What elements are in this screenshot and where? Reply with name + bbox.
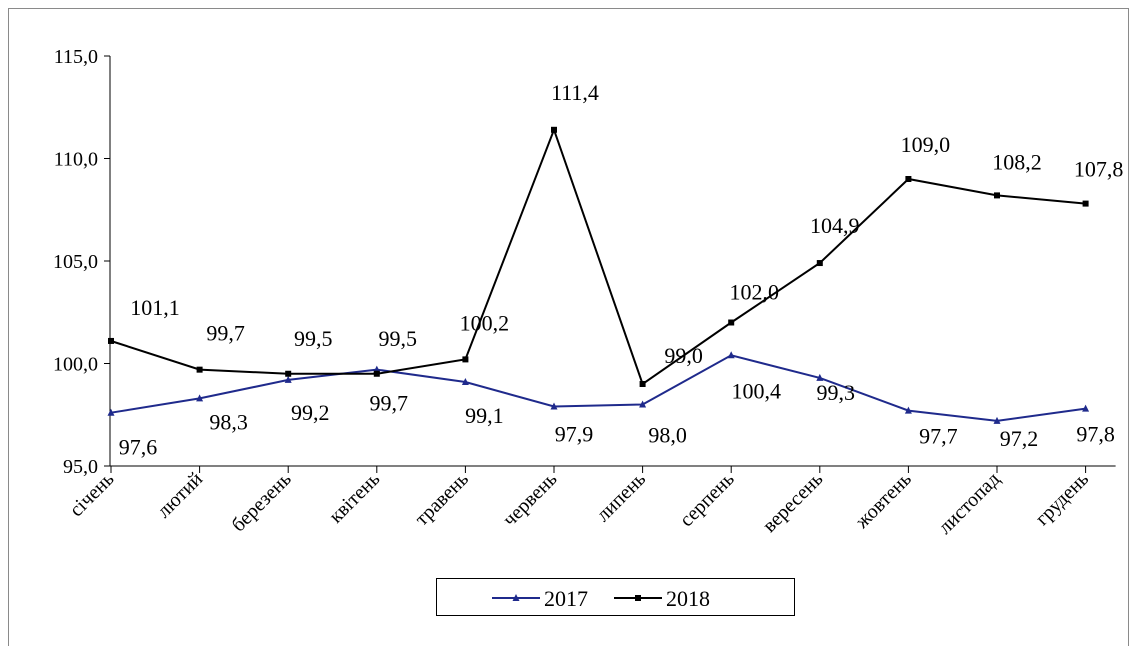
point-2017 — [727, 351, 735, 359]
point-2017 — [639, 400, 647, 408]
plot-area — [107, 126, 1090, 424]
point-2018 — [905, 176, 912, 182]
legend-marker — [512, 594, 520, 601]
data-label-2017: 98,0 — [648, 423, 687, 448]
point-2017 — [196, 394, 204, 402]
point-2018 — [816, 260, 823, 267]
data-label-2018: 102,0 — [729, 280, 779, 305]
legend-label-2017: 2017 — [544, 586, 588, 611]
data-label-2018: 111,4 — [551, 80, 599, 105]
chart-border — [8, 8, 1129, 646]
y-axis: 95,0 100,0 105,0 110,0 115,0 — [53, 46, 111, 478]
data-label-2017: 99,7 — [370, 391, 409, 416]
data-label-2018: 99,5 — [379, 326, 418, 351]
data-label-2018: 101,1 — [130, 295, 180, 320]
data-label-2018: 99,7 — [206, 321, 245, 346]
data-label-2018: 104,9 — [810, 213, 860, 238]
point-2017 — [904, 406, 912, 414]
series-line-2018 — [110, 126, 1086, 386]
data-label-2018: 99,5 — [294, 326, 333, 351]
y-tick-label: 105,0 — [53, 251, 98, 273]
data-label-2017: 99,1 — [465, 403, 504, 428]
point-2018 — [108, 337, 114, 344]
data-label-2018: 107,8 — [1074, 157, 1124, 182]
point-2017 — [107, 408, 115, 416]
point-2018 — [728, 319, 735, 326]
data-label-2017: 97,2 — [1000, 426, 1039, 451]
point-2017 — [550, 402, 558, 410]
y-tick-label: 115,0 — [54, 46, 98, 68]
legend: 2017 2018 — [436, 578, 795, 616]
point-2018 — [1082, 200, 1089, 207]
legend-marker — [635, 595, 641, 601]
point-2017 — [816, 373, 824, 381]
point-2018 — [462, 356, 469, 363]
data-label-2017: 100,4 — [731, 378, 781, 403]
data-label-2017: 97,7 — [919, 424, 958, 449]
data-label-2018: 100,2 — [460, 310, 510, 335]
data-label-2017: 99,2 — [291, 400, 330, 425]
data-label-2018: 99,0 — [664, 343, 703, 368]
data-label-2017: 98,3 — [209, 409, 248, 434]
y-tick-label: 95,0 — [63, 456, 98, 478]
y-tick-label: 110,0 — [54, 149, 98, 171]
data-labels: 97,6 98,3 99,2 99,7 99,1 97,9 98,0 100,4 99,3 97,… — [119, 80, 1124, 460]
point-2017 — [993, 416, 1001, 424]
data-label-2017: 99,3 — [817, 380, 856, 405]
point-2018 — [639, 381, 646, 387]
point-2018 — [285, 370, 292, 377]
point-2017 — [1082, 404, 1090, 412]
legend-label-2018: 2018 — [666, 586, 710, 611]
data-label-2018: 109,0 — [901, 132, 951, 157]
series-line-2017 — [110, 354, 1086, 422]
data-label-2017: 97,9 — [555, 422, 594, 447]
data-label-2017: 97,8 — [1076, 422, 1115, 447]
point-2018 — [551, 126, 557, 133]
point-2018 — [994, 192, 1000, 199]
point-2017 — [284, 375, 292, 383]
point-2017 — [461, 377, 469, 385]
point-2018 — [373, 370, 380, 377]
data-label-2018: 108,2 — [992, 149, 1042, 174]
data-label-2017: 97,6 — [119, 435, 158, 460]
point-2018 — [196, 366, 203, 373]
y-tick-label: 100,0 — [53, 354, 98, 376]
